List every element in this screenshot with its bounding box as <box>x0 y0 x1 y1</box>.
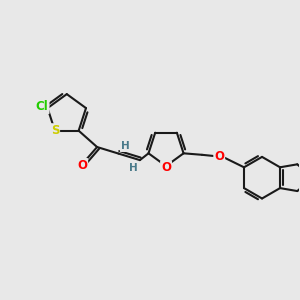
Text: S: S <box>51 124 59 137</box>
Text: O: O <box>214 150 224 163</box>
Text: H: H <box>121 141 129 151</box>
Text: H: H <box>129 163 138 172</box>
Text: Cl: Cl <box>36 100 49 113</box>
Text: O: O <box>77 159 87 172</box>
Text: O: O <box>161 161 171 174</box>
